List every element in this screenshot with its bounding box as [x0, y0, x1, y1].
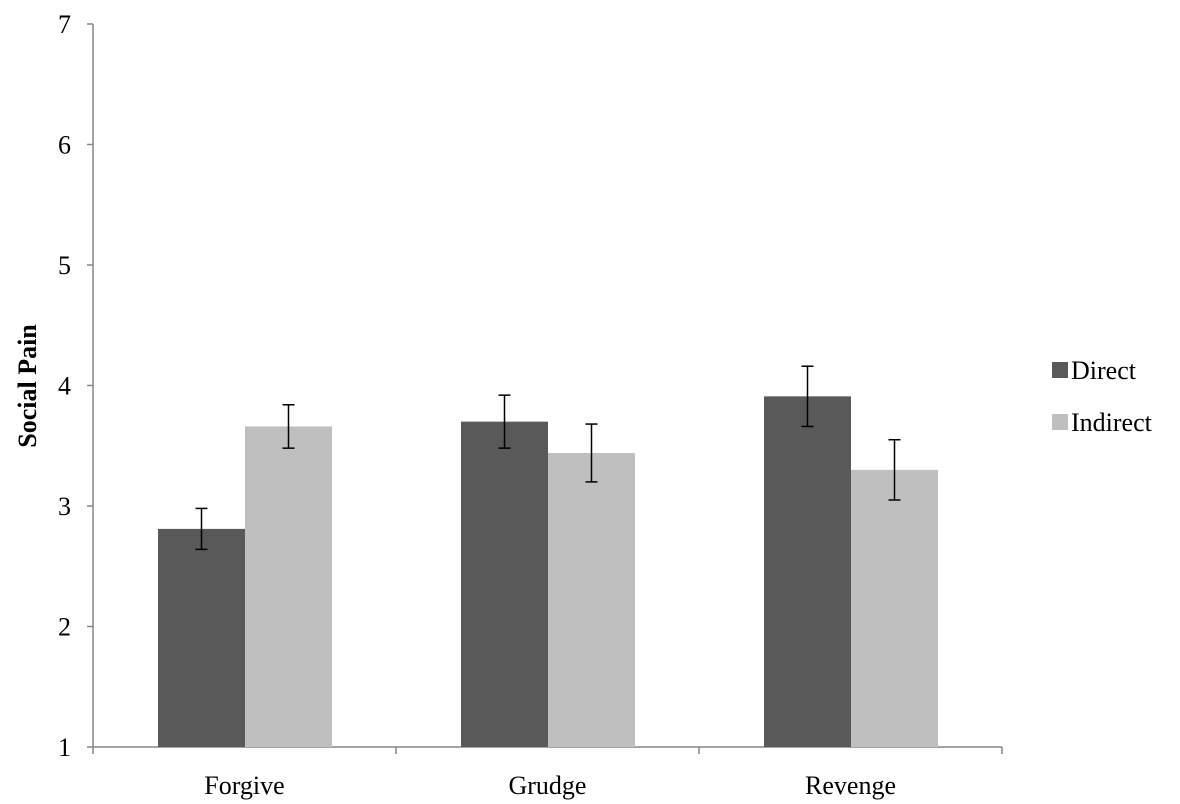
y-tick-label: 1 — [58, 733, 71, 762]
legend-swatch-direct — [1052, 362, 1068, 378]
bars — [158, 396, 938, 747]
legend-swatch-indirect — [1052, 414, 1068, 430]
x-category-label: Grudge — [509, 771, 587, 800]
y-tick-label: 3 — [58, 492, 71, 521]
bar-indirect-grudge — [548, 452, 635, 747]
bar-direct-forgive — [158, 528, 245, 747]
y-tick-label: 7 — [58, 10, 71, 39]
legend: Direct Indirect — [1052, 356, 1153, 437]
x-category-label: Forgive — [204, 771, 284, 800]
bar-direct-grudge — [461, 421, 548, 747]
y-tick-label: 6 — [58, 131, 71, 160]
y-tick-label: 4 — [58, 372, 71, 401]
y-axis-title: Social Pain — [13, 324, 42, 448]
x-category-label: Revenge — [805, 771, 896, 800]
y-tick-label: 5 — [58, 251, 71, 280]
bar-indirect-revenge — [851, 469, 938, 747]
error-bars — [195, 365, 901, 551]
bar-direct-revenge — [764, 396, 851, 747]
y-tick-label: 2 — [58, 613, 71, 642]
bar-indirect-forgive — [245, 426, 332, 747]
legend-label-indirect: Indirect — [1071, 408, 1153, 437]
legend-label-direct: Direct — [1071, 356, 1137, 385]
labels: Social Pain 1 2 3 4 5 6 7 Forgive Grudge Revenge — [13, 10, 896, 800]
